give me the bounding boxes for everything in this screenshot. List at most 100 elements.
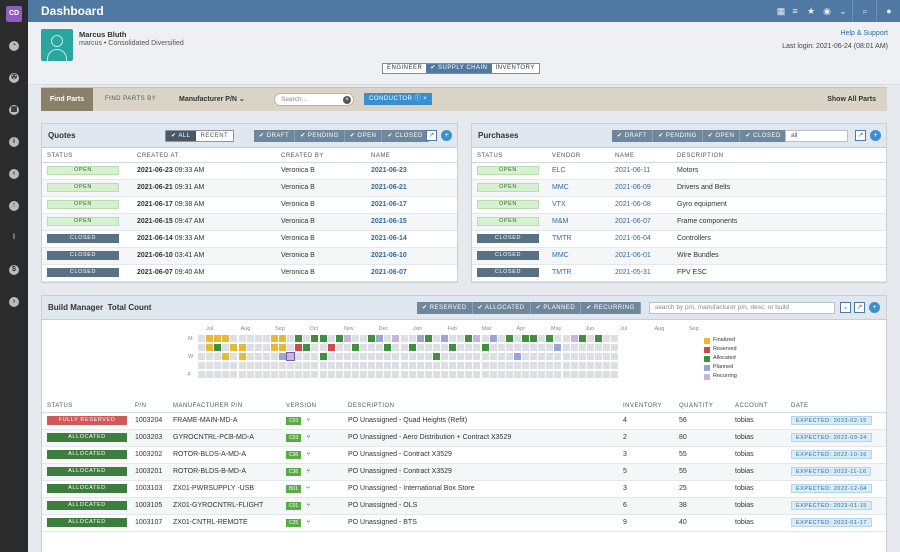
heatmap-cell[interactable] (603, 344, 610, 351)
toggle-recent[interactable]: RECENT (195, 131, 234, 141)
heatmap-cell[interactable] (198, 344, 205, 351)
col-description[interactable]: DESCRIPTION (672, 150, 886, 163)
heatmap-cell[interactable] (246, 344, 254, 351)
filter-draft[interactable]: ✔ DRAFT (612, 130, 654, 142)
heatmap-cell[interactable] (319, 362, 327, 369)
heatmap-cell[interactable] (594, 335, 602, 342)
branch-icon[interactable]: ⑂ (306, 467, 311, 475)
col-status[interactable]: STATUS (472, 150, 547, 163)
heatmap-cell[interactable] (392, 344, 400, 351)
heatmap-cell[interactable] (611, 335, 619, 342)
heatmap-cell[interactable] (270, 362, 278, 369)
branch-icon[interactable]: ⑂ (306, 501, 311, 509)
heatmap-cell[interactable] (400, 362, 408, 369)
quote-link[interactable]: 2021-06-14 (371, 235, 407, 242)
table-row[interactable]: OPEN 2021-06-15 09:47 AM Veronica B 2021-06… (42, 213, 457, 231)
heatmap-cell[interactable] (530, 371, 538, 378)
heatmap-cell[interactable] (432, 353, 440, 360)
heatmap-cell[interactable] (303, 335, 311, 342)
heatmap-cell[interactable] (457, 344, 465, 351)
heatmap-cell[interactable] (457, 353, 465, 360)
table-row[interactable]: CLOSED 2021-06-07 09:40 AM Veronica B 2021-… (42, 264, 457, 282)
table-row[interactable]: ALLOCATED 1003203 GYROCNTRL-PCB-MD-A C03 ⑂ PO… (42, 429, 886, 447)
heatmap-cell[interactable] (360, 335, 367, 342)
heatmap-cell[interactable] (594, 362, 602, 369)
heatmap-cell[interactable] (441, 353, 448, 360)
heatmap-cell[interactable] (465, 362, 473, 369)
heatmap-cell[interactable] (368, 362, 376, 369)
quote-link[interactable]: 2021-06-23 (371, 167, 407, 174)
heatmap-cell[interactable] (562, 371, 570, 378)
heatmap-cell[interactable] (335, 371, 343, 378)
chevron-down-icon[interactable]: ⌄ (839, 6, 847, 16)
heatmap-cell[interactable] (206, 353, 214, 360)
heatmap-cell[interactable] (497, 362, 505, 369)
find-by-select[interactable]: Manufacturer P/N ⌄ (179, 95, 245, 103)
heatmap-cell[interactable] (570, 344, 578, 351)
heatmap-cell[interactable] (457, 362, 465, 369)
heatmap-cell[interactable] (238, 353, 246, 360)
heatmap-cell[interactable] (198, 362, 205, 369)
heatmap-cell[interactable] (238, 344, 246, 351)
heatmap-cell[interactable] (578, 353, 586, 360)
heatmap-cell[interactable] (408, 335, 416, 342)
quote-link[interactable]: 2021-06-07 (371, 269, 407, 276)
heatmap-cell[interactable] (586, 362, 594, 369)
heatmap-cell[interactable] (327, 371, 335, 378)
heatmap-cell[interactable] (262, 353, 270, 360)
col-account[interactable]: ACCOUNT (730, 400, 786, 413)
heatmap-cell[interactable] (368, 353, 376, 360)
heatmap-cell[interactable] (287, 371, 295, 378)
heatmap-cell[interactable] (505, 353, 513, 360)
heatmap-cell[interactable] (457, 371, 465, 378)
heatmap-cell[interactable] (497, 353, 505, 360)
heatmap-cell[interactable] (497, 335, 505, 342)
help-support-link[interactable]: Help & Support (840, 30, 888, 37)
app-logo[interactable]: CD (6, 6, 22, 22)
version-badge[interactable]: C25 (286, 518, 302, 527)
heatmap-cell[interactable] (546, 371, 554, 378)
heatmap-cell[interactable] (473, 362, 481, 369)
heatmap-cell[interactable] (198, 335, 205, 342)
heatmap-cell[interactable] (505, 362, 513, 369)
heatmap-cell[interactable] (481, 344, 489, 351)
purchase-link[interactable]: 2021-06-04 (615, 235, 651, 242)
version-badge[interactable]: B01 (286, 484, 301, 493)
heatmap-cell[interactable] (489, 335, 497, 342)
heatmap-cell[interactable] (603, 353, 610, 360)
heatmap-cell[interactable] (449, 362, 457, 369)
heatmap-cell[interactable] (538, 362, 546, 369)
heatmap-cell[interactable] (351, 371, 359, 378)
heatmap-cell[interactable] (392, 362, 400, 369)
branch-icon[interactable]: ⑂ (306, 416, 311, 424)
heatmap-cell[interactable] (400, 344, 408, 351)
col-description[interactable]: DESCRIPTION (343, 400, 618, 413)
table-row[interactable]: ALLOCATED 1003103 ZX01-PWRSUPPLY -USB B01 ⑂ P… (42, 480, 886, 498)
heatmap-cell[interactable] (311, 344, 319, 351)
quote-link[interactable]: 2021-06-10 (371, 252, 407, 259)
heatmap-cell[interactable] (611, 353, 619, 360)
heatmap-cell[interactable] (603, 371, 610, 378)
heatmap-cell[interactable] (238, 362, 246, 369)
heatmap-cell[interactable] (238, 371, 246, 378)
heatmap-cell[interactable] (295, 335, 303, 342)
heatmap-cell[interactable] (303, 344, 311, 351)
heatmap-cell[interactable] (546, 335, 554, 342)
back-arrow-icon[interactable]: ‹ (0, 164, 28, 184)
heatmap-cell[interactable] (335, 362, 343, 369)
heatmap-cell[interactable] (554, 353, 562, 360)
heatmap-cell[interactable] (513, 353, 521, 360)
heatmap-cell[interactable] (351, 362, 359, 369)
heatmap-cell[interactable] (343, 371, 351, 378)
heatmap-cell[interactable] (570, 353, 578, 360)
heatmap-cell[interactable] (432, 362, 440, 369)
heatmap-cell[interactable] (546, 344, 554, 351)
heatmap-cell[interactable] (238, 335, 246, 342)
heatmap-cell[interactable] (400, 335, 408, 342)
user-icon[interactable]: ● (886, 6, 892, 16)
heatmap-cell[interactable] (295, 362, 303, 369)
heatmap-cell[interactable] (578, 344, 586, 351)
heatmap-cell[interactable] (611, 371, 619, 378)
quote-link[interactable]: 2021-06-17 (371, 201, 407, 208)
heatmap-cell[interactable] (408, 371, 416, 378)
